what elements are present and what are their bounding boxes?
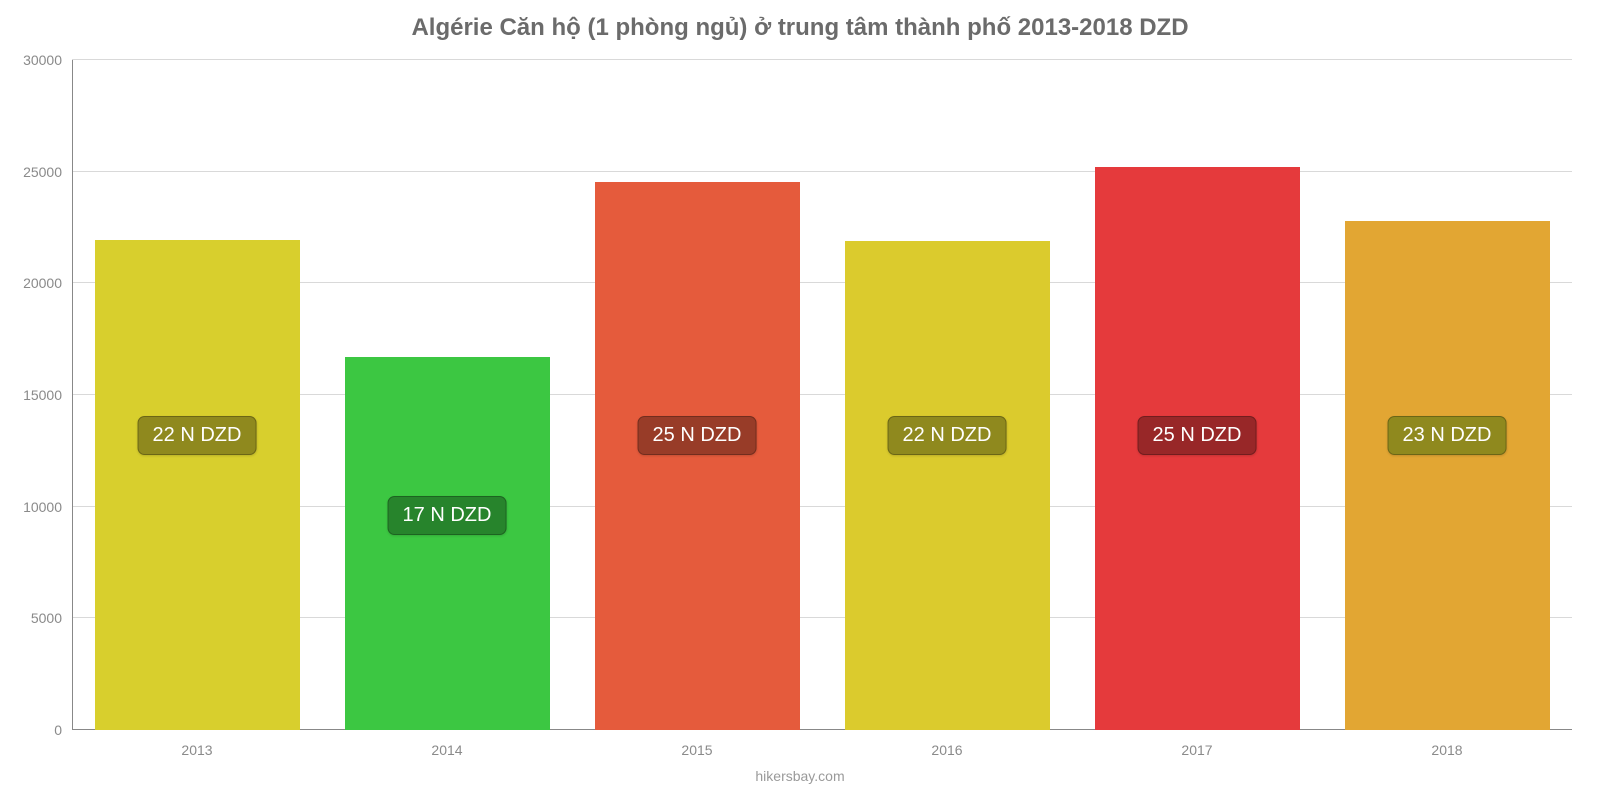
bar-value-label: 25 N DZD (638, 416, 757, 455)
bar-slot: 22 N DZD (822, 60, 1072, 730)
y-tick-label: 25000 (23, 164, 72, 180)
bar: 25 N DZD (595, 182, 800, 730)
bar: 23 N DZD (1345, 221, 1550, 730)
bar-slot: 22 N DZD (72, 60, 322, 730)
bar-value-label: 23 N DZD (1388, 416, 1507, 455)
bars-group: 22 N DZD 17 N DZD 25 N DZD 22 N DZD 25 N DZD… (72, 60, 1572, 730)
bar: 25 N DZD (1095, 167, 1300, 730)
x-tick-label: 2013 (181, 730, 212, 758)
bar-slot: 17 N DZD (322, 60, 572, 730)
y-tick-label: 5000 (31, 610, 72, 626)
y-tick-label: 10000 (23, 499, 72, 515)
x-tick-label: 2015 (681, 730, 712, 758)
bar-value-label: 22 N DZD (888, 416, 1007, 455)
plot-area: 22 N DZD 17 N DZD 25 N DZD 22 N DZD 25 N DZD… (72, 60, 1572, 730)
bar-slot: 25 N DZD (1072, 60, 1322, 730)
x-tick-label: 2018 (1431, 730, 1462, 758)
y-tick-label: 15000 (23, 387, 72, 403)
bar-slot: 23 N DZD (1322, 60, 1572, 730)
chart-title: Algérie Căn hộ (1 phòng ngủ) ở trung tâm… (0, 0, 1600, 42)
bar-value-label: 25 N DZD (1138, 416, 1257, 455)
y-tick-label: 30000 (23, 52, 72, 68)
source-label: hikersbay.com (0, 768, 1600, 784)
y-tick-label: 0 (54, 722, 72, 738)
bar: 17 N DZD (345, 357, 550, 730)
x-tick-label: 2014 (431, 730, 462, 758)
bar-value-label: 22 N DZD (138, 416, 257, 455)
bar-value-label: 17 N DZD (388, 496, 507, 535)
bar-slot: 25 N DZD (572, 60, 822, 730)
bar: 22 N DZD (845, 241, 1050, 730)
y-tick-label: 20000 (23, 275, 72, 291)
bar: 22 N DZD (95, 240, 300, 730)
x-tick-label: 2016 (931, 730, 962, 758)
chart-container: Algérie Căn hộ (1 phòng ngủ) ở trung tâm… (0, 0, 1600, 800)
x-tick-label: 2017 (1181, 730, 1212, 758)
